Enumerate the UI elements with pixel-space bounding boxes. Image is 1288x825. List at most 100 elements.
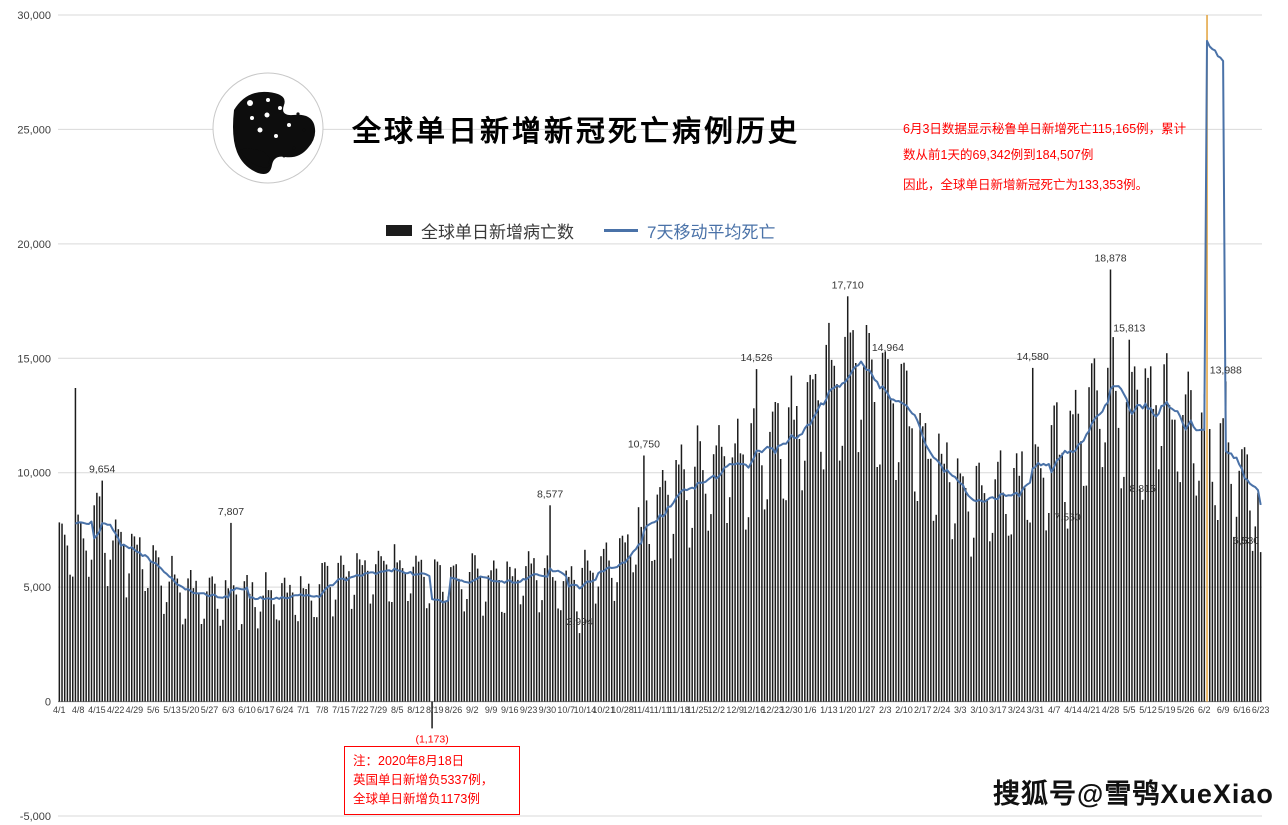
legend-line-swatch-icon: [604, 228, 638, 232]
x-tick-label: 6/16: [1233, 705, 1251, 715]
legend-bars-label: 全球单日新增病亡数: [421, 222, 574, 242]
note-line-1: 注：2020年8月18日: [353, 754, 465, 768]
x-tick-label: 5/27: [201, 705, 219, 715]
x-tick-label: 3/3: [954, 705, 967, 715]
value-label: 8,577: [537, 488, 563, 500]
x-tick-label: 5/26: [1177, 705, 1195, 715]
x-tick-label: 6/9: [1217, 705, 1230, 715]
x-tick-label: 2/10: [895, 705, 913, 715]
x-tick-label: 6/23: [1252, 705, 1270, 715]
value-label: 6,530: [1233, 535, 1259, 547]
x-tick-label: 3/31: [1027, 705, 1045, 715]
ma7-line: [74, 39, 1262, 604]
value-label: 8,815: [1130, 483, 1156, 495]
peru-annotation-line-2: 因此，全球单日新增新冠死亡为133,353例。: [903, 178, 1149, 192]
value-label: (1,173): [415, 733, 448, 745]
value-label: 2,994: [566, 616, 592, 628]
x-tick-label: 6/3: [222, 705, 235, 715]
value-label: 7,560: [1054, 512, 1080, 524]
x-tick-label: 4/22: [107, 705, 125, 715]
x-tick-label: 2/24: [933, 705, 951, 715]
x-tick-label: 1/13: [820, 705, 838, 715]
x-tick-label: 5/5: [1123, 705, 1136, 715]
x-tick-label: 8/19: [426, 705, 444, 715]
x-tick-label: 5/20: [182, 705, 200, 715]
y-tick-label: 20,000: [17, 239, 51, 251]
x-tick-label: 3/10: [970, 705, 988, 715]
x-tick-label: 9/9: [485, 705, 498, 715]
x-tick-label: 4/1: [53, 705, 66, 715]
legend-bar-swatch-icon: [386, 224, 412, 236]
x-tick-label: 3/17: [989, 705, 1007, 715]
x-tick-label: 4/15: [88, 705, 106, 715]
value-label: 14,526: [740, 352, 772, 364]
value-label: 14,580: [1017, 351, 1049, 363]
x-tick-label: 4/29: [126, 705, 144, 715]
x-tick-label: 8/5: [391, 705, 404, 715]
x-tick-label: 9/30: [539, 705, 557, 715]
x-tick-label: 9/2: [466, 705, 479, 715]
x-tick-label: 11/11: [649, 705, 670, 715]
x-tick-label: 10/14: [574, 705, 597, 715]
peru-data-annotation: 6月3日数据显示秘鲁单日新增死亡115,165例，累计数从前1天的69,342例…: [903, 116, 1195, 198]
x-tick-label: 12/2: [708, 705, 726, 715]
x-tick-label: 11/18: [668, 705, 690, 715]
value-label: 9,654: [89, 464, 115, 476]
daily-deaths-bars: [58, 269, 1262, 729]
x-tick-label: 12/30: [780, 705, 803, 715]
chart-title: 全球单日新增新冠死亡病例历史: [352, 116, 801, 148]
x-tick-label: 9/23: [520, 705, 538, 715]
x-tick-label: 6/24: [276, 705, 294, 715]
x-tick-label: 11/4: [633, 705, 650, 715]
x-tick-label: 10/28: [611, 705, 634, 715]
value-label: 15,813: [1113, 323, 1145, 335]
x-tick-label: 4/21: [1083, 705, 1101, 715]
note-line-2: 英国单日新增负5337例，: [353, 773, 494, 787]
chart-legend: 全球单日新增病亡数 7天移动平均死亡: [386, 218, 775, 242]
y-tick-label: 0: [45, 697, 51, 709]
value-label: 14,964: [872, 342, 904, 354]
y-tick-label: 10,000: [17, 468, 51, 480]
x-tick-label: 7/29: [370, 705, 388, 715]
x-tick-label: 10/21: [592, 705, 615, 715]
x-tick-label: 6/17: [257, 705, 275, 715]
y-tick-label: -5,000: [20, 811, 51, 823]
x-tick-label: 1/20: [839, 705, 857, 715]
negative-value-note-box: 注：2020年8月18日 英国单日新增负5337例， 全球单日新增负1173例: [344, 746, 520, 815]
x-tick-label: 12/23: [761, 705, 784, 715]
x-tick-label: 4/28: [1102, 705, 1120, 715]
y-tick-label: 30,000: [17, 10, 51, 22]
value-label: 10,750: [628, 439, 660, 451]
x-tick-label: 3/24: [1008, 705, 1026, 715]
x-tick-label: 10/7: [557, 705, 575, 715]
x-tick-label: 7/15: [332, 705, 350, 715]
x-tick-label: 11/25: [687, 705, 709, 715]
x-tick-label: 1/27: [858, 705, 876, 715]
x-tick-label: 6/10: [238, 705, 256, 715]
anomaly-bar: [1206, 15, 1208, 702]
y-tick-label: 5,000: [23, 582, 51, 594]
x-tick-label: 5/13: [163, 705, 181, 715]
x-tick-label: 1/6: [804, 705, 817, 715]
value-label: 18,878: [1094, 253, 1126, 265]
value-label: 17,710: [832, 279, 864, 291]
x-tick-label: 5/19: [1158, 705, 1176, 715]
x-tick-label: 12/16: [743, 705, 766, 715]
sohu-watermark: 搜狐号@雪鸮XueXiao: [993, 779, 1274, 809]
x-tick-label: 7/22: [351, 705, 369, 715]
x-tick-label: 8/12: [407, 705, 425, 715]
y-tick-label: 15,000: [17, 353, 51, 365]
x-tick-label: 9/16: [501, 705, 519, 715]
globe-icon: [210, 70, 326, 186]
x-tick-label: 2/17: [914, 705, 932, 715]
x-tick-label: 4/8: [72, 705, 85, 715]
value-label: 7,807: [218, 506, 244, 518]
value-label: 13,988: [1210, 364, 1242, 376]
x-tick-label: 5/6: [147, 705, 160, 715]
peru-annotation-line-1: 6月3日数据显示秘鲁单日新增死亡115,165例，累计数从前1天的69,342例…: [903, 122, 1187, 162]
x-tick-label: 8/26: [445, 705, 463, 715]
x-tick-label: 7/8: [316, 705, 329, 715]
note-line-3: 全球单日新增负1173例: [353, 792, 480, 806]
